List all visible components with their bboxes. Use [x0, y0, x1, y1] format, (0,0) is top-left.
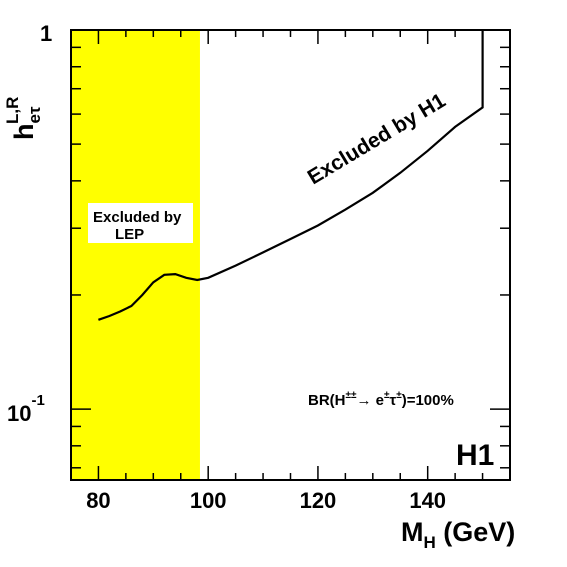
x-tick-label-100: 100	[190, 488, 227, 513]
y-axis-title-main: h	[9, 124, 39, 141]
y-axis-title: heτ	[9, 106, 44, 140]
y-tick-label-0.1-base: 10	[7, 401, 31, 426]
br-arrow: → e	[356, 392, 384, 409]
br-suffix: )=100%	[402, 392, 454, 409]
br-tau-sup: ±	[396, 390, 402, 401]
x-axis-title-main: M	[401, 517, 424, 547]
br-tau: τ	[390, 392, 397, 409]
y-tick-label-0.1: 10-1	[7, 392, 45, 426]
x-tick-labels: 80 100 120 140	[86, 488, 446, 513]
x-tick-label-140: 140	[409, 488, 446, 513]
h1-logo: H1	[456, 439, 494, 472]
x-tick-label-80: 80	[86, 488, 110, 513]
x-tick-label-120: 120	[300, 488, 337, 513]
y-axis-title-sub: eτ	[25, 106, 44, 123]
y-axis-title-sup: L,R	[3, 97, 22, 124]
h1-excluded-label: Excluded by H1	[304, 89, 450, 189]
lep-label-line2: LEP	[115, 226, 144, 243]
x-axis-title-suffix: (GeV)	[436, 517, 516, 547]
br-annotation: BR(H±±→ e±τ±)=100%	[308, 390, 454, 409]
br-prefix: BR(H	[308, 392, 346, 409]
x-axis-title-sub: H	[424, 533, 436, 552]
br-h-sup: ±±	[346, 390, 357, 401]
y-tick-label-1: 1	[40, 21, 52, 46]
lep-excluded-band	[71, 30, 200, 480]
br-e-sup: ±	[384, 390, 390, 401]
lep-label-line1: Excluded by	[93, 209, 182, 226]
lep-label-box	[88, 203, 193, 243]
y-tick-label-0.1-exp: -1	[31, 392, 44, 409]
series-line	[98, 30, 484, 321]
plot-frame	[70, 29, 511, 481]
x-axis-title: MH (GeV)	[401, 517, 515, 552]
